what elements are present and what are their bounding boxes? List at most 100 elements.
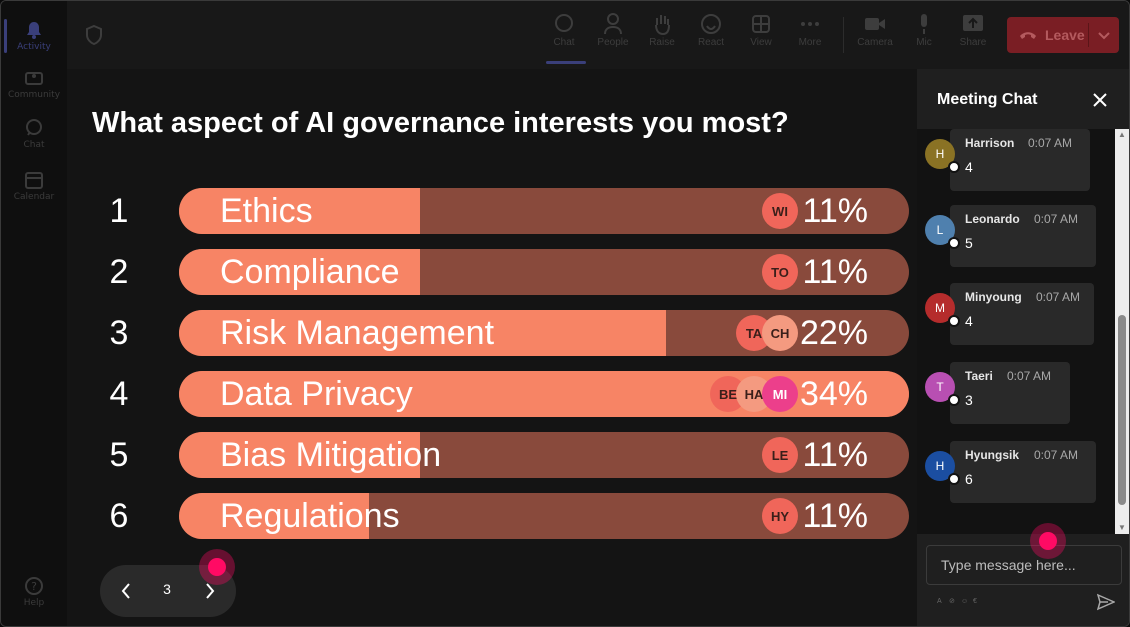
left-rail: Activity Community Chat Calendar ? Help bbox=[1, 1, 67, 626]
rail-item-chat[interactable]: Chat bbox=[1, 109, 67, 159]
send-icon[interactable] bbox=[1096, 593, 1116, 611]
chat-scrollbar[interactable]: ▲ ▼ bbox=[1115, 129, 1129, 534]
rail-item-help[interactable]: ? Help bbox=[1, 567, 67, 617]
hand-icon bbox=[650, 11, 674, 37]
voter-avatar: WI bbox=[762, 193, 798, 229]
scroll-down-icon[interactable]: ▼ bbox=[1118, 523, 1126, 532]
option-number: 5 bbox=[109, 436, 129, 474]
sender-name: Hyungsik bbox=[965, 448, 1020, 462]
presence-status-icon bbox=[948, 473, 960, 485]
cursor-indicator bbox=[199, 549, 235, 585]
message-bubble: Harrison 0:07 AM 4 bbox=[950, 129, 1090, 191]
view-button[interactable]: View bbox=[737, 11, 785, 61]
next-slide-button[interactable] bbox=[197, 578, 223, 604]
option-percent: 11% bbox=[802, 253, 868, 291]
rail-item-calendar[interactable]: Calendar bbox=[1, 161, 67, 211]
voter-avatar: CH bbox=[762, 315, 798, 351]
message-text: 6 bbox=[965, 471, 973, 487]
poll-option-row: 4 Data Privacy BE HA MI 34% bbox=[67, 371, 917, 417]
option-number: 6 bbox=[109, 497, 129, 535]
raise-hand-button[interactable]: Raise bbox=[638, 11, 686, 61]
poll-option-row: 2 Compliance TO 11% bbox=[67, 249, 917, 295]
poll-option-row: 5 Bias Mitigation LE 11% bbox=[67, 432, 917, 478]
message-text: 5 bbox=[965, 235, 973, 251]
poll-option-row: 3 Risk Management TA CH 22% bbox=[67, 310, 917, 356]
community-icon bbox=[24, 68, 44, 88]
rail-label: Help bbox=[23, 598, 45, 608]
chat-message-list[interactable]: Harrison 0:07 AM 4 H Leonardo 0:07 AM 5 L Minyou… bbox=[917, 129, 1129, 534]
page-number: 3 bbox=[163, 581, 171, 597]
option-bar: Bias Mitigation LE 11% bbox=[179, 432, 909, 478]
svg-text:?: ? bbox=[31, 580, 37, 593]
attach-icon[interactable]: ⊘ bbox=[949, 598, 955, 605]
leave-button[interactable]: Leave bbox=[1007, 17, 1119, 53]
message-time: 0:07 AM bbox=[1034, 448, 1079, 462]
chevron-down-icon[interactable] bbox=[1097, 25, 1111, 48]
camera-button-label: Camera bbox=[857, 37, 893, 48]
react-button[interactable]: React bbox=[687, 11, 735, 61]
option-bar-fill bbox=[179, 493, 369, 539]
poll-option-row: 6 Regulations HY 11% bbox=[67, 493, 917, 539]
option-percent: 34% bbox=[799, 375, 868, 413]
presence-status-icon bbox=[948, 161, 960, 173]
people-button[interactable]: People bbox=[589, 11, 637, 61]
meeting-toolbar: Chat People Raise React View More Camera bbox=[67, 1, 1129, 69]
camera-button[interactable]: Camera bbox=[851, 11, 899, 61]
voter-avatar: LE bbox=[762, 437, 798, 473]
mic-icon bbox=[912, 11, 936, 37]
more-button[interactable]: More bbox=[786, 11, 834, 61]
option-number: 2 bbox=[109, 253, 129, 291]
camera-off-icon bbox=[863, 11, 887, 37]
message-text: 3 bbox=[965, 392, 973, 408]
chat-panel-title: Meeting Chat bbox=[937, 91, 1038, 108]
message-text: 4 bbox=[965, 313, 973, 329]
raise-button-label: Raise bbox=[649, 37, 675, 48]
chevron-left-icon bbox=[121, 583, 130, 599]
option-bar: Regulations HY 11% bbox=[179, 493, 909, 539]
option-number: 1 bbox=[109, 192, 129, 230]
people-button-label: People bbox=[597, 37, 629, 48]
voter-avatar: TO bbox=[762, 254, 798, 290]
chat-button[interactable]: Chat bbox=[540, 11, 588, 64]
presence-status-icon bbox=[948, 394, 960, 406]
presence-status-icon bbox=[948, 237, 960, 249]
previous-slide-button[interactable] bbox=[113, 578, 139, 604]
grid-icon bbox=[749, 11, 773, 37]
mic-button[interactable]: Mic bbox=[900, 11, 948, 61]
chat-message-input[interactable] bbox=[926, 545, 1122, 585]
scrollbar-thumb[interactable] bbox=[1118, 315, 1126, 505]
option-percent: 11% bbox=[802, 436, 868, 474]
leave-divider bbox=[1088, 23, 1089, 47]
option-bar: Compliance TO 11% bbox=[179, 249, 909, 295]
option-percent: 11% bbox=[802, 192, 868, 230]
cursor-indicator bbox=[1030, 523, 1066, 559]
rail-item-activity[interactable]: Activity bbox=[1, 11, 67, 61]
emoji-icon[interactable]: ☺ bbox=[961, 598, 969, 605]
sender-name: Leonardo bbox=[965, 212, 1020, 226]
share-icon bbox=[961, 11, 985, 37]
message-bubble: Hyungsik 0:07 AM 6 bbox=[950, 441, 1096, 503]
option-bar-fill bbox=[179, 310, 666, 356]
close-icon[interactable] bbox=[1091, 91, 1109, 109]
option-label: Bias Mitigation bbox=[220, 436, 442, 474]
shield-icon bbox=[85, 24, 103, 46]
sender-name: Minyoung bbox=[965, 290, 1022, 304]
presence-status-icon bbox=[948, 315, 960, 327]
format-toolbar: A ⊘ ☺ € bbox=[937, 598, 981, 606]
rail-label: Chat bbox=[23, 140, 45, 150]
option-bar: Ethics WI 11% bbox=[179, 188, 909, 234]
option-bar-fill bbox=[179, 249, 420, 295]
share-button[interactable]: Share bbox=[949, 11, 997, 61]
option-bar: Data Privacy BE HA MI 34% bbox=[179, 371, 909, 417]
rail-label: Activity bbox=[17, 42, 51, 52]
gif-icon[interactable]: € bbox=[973, 598, 977, 605]
message-text: 4 bbox=[965, 159, 973, 175]
sender-name: Harrison bbox=[965, 136, 1015, 150]
scroll-up-icon[interactable]: ▲ bbox=[1118, 130, 1126, 139]
format-icon[interactable]: A bbox=[937, 598, 942, 605]
message-time: 0:07 AM bbox=[1007, 369, 1052, 383]
voter-avatar: HY bbox=[762, 498, 798, 534]
rail-item-community[interactable]: Community bbox=[1, 59, 67, 109]
option-percent: 11% bbox=[802, 497, 868, 535]
